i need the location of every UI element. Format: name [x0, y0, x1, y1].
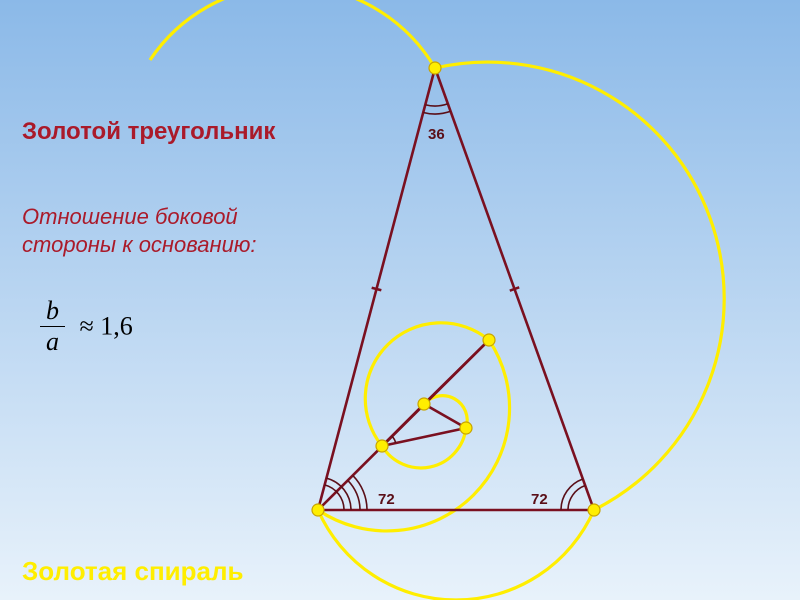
ratio-formula: b a ≈ 1,6 [40, 296, 133, 357]
fraction-denominator: a [40, 326, 65, 357]
angle-label-right: 72 [531, 491, 548, 508]
fraction: b a [40, 296, 65, 357]
approx-value: ≈ 1,6 [80, 312, 133, 341]
bottom-label: Золотая спираль [22, 556, 244, 587]
fraction-numerator: b [40, 296, 65, 326]
angle-arcs [325, 104, 586, 510]
equal-side-ticks [372, 287, 520, 290]
angle-label-top: 36 [428, 126, 445, 143]
title: Золотой треугольник [22, 118, 275, 146]
triangle-edges [318, 68, 594, 510]
subtitle-line2: стороны к основанию: [22, 232, 257, 258]
angle-label-left: 72 [378, 491, 395, 508]
subtitle-line1: Отношение боковой [22, 204, 238, 230]
